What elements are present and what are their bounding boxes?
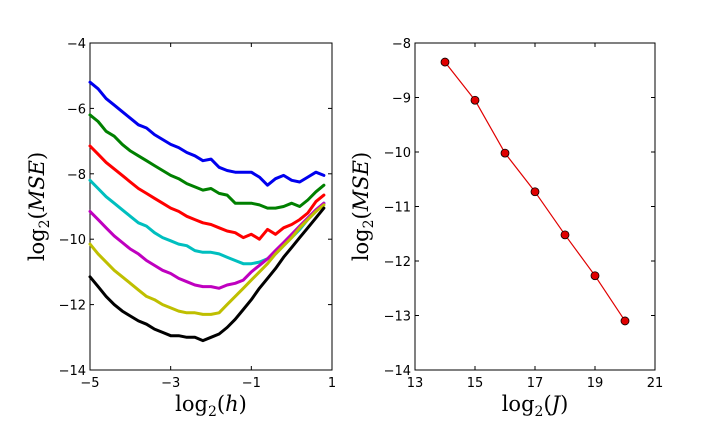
right-chart: 13 15 17 19 21 −14 −13 −12 −11 −10 −9 −8 log2(J) lo… [349, 37, 663, 420]
series-line-magenta [88, 201, 326, 290]
right-y-tick-label: −10 [384, 146, 411, 161]
right-y-tick-label: −11 [384, 201, 411, 216]
right-x-tick-label: 13 [407, 376, 424, 391]
data-point-marker [590, 271, 600, 281]
left-x-tick-label: −1 [242, 376, 261, 391]
left-series-layer [88, 80, 326, 343]
left-plot-frame [89, 42, 333, 371]
right-x-tick-label: 19 [587, 376, 604, 391]
series-line-red [88, 144, 326, 241]
right-y-tick-label: −8 [392, 37, 411, 52]
data-point-marker [560, 230, 570, 240]
data-point-marker [440, 57, 450, 67]
left-y-tick-label: −14 [59, 364, 86, 379]
left-y-tick-label: −10 [59, 233, 86, 248]
left-x-tick-label: −3 [161, 376, 180, 391]
right-y-tick-label: −13 [384, 310, 411, 325]
data-point-marker [470, 95, 480, 105]
series-line-yellow [88, 203, 326, 316]
right-x-tick-label: 17 [527, 376, 544, 391]
left-y-axis-label: log2(MSE) [25, 152, 53, 261]
left-y-tick-label: −12 [59, 299, 86, 314]
left-x-tick-label: −5 [80, 376, 99, 391]
left-y-tick-label: −6 [67, 102, 86, 117]
right-y-tick-label: −9 [392, 92, 411, 107]
right-tick-layer: 13 15 17 19 21 −14 −13 −12 −11 −10 −9 −8 [384, 37, 664, 391]
right-y-tick-label: −14 [384, 364, 411, 379]
left-chart: −5 −3 −1 1 −14 −12 −10 −8 −6 −4 log2(h) log2(MSE) [25, 37, 336, 420]
data-point-marker [620, 316, 630, 326]
right-y-tick-label: −12 [384, 255, 411, 270]
data-point-marker [530, 187, 540, 197]
data-point-marker [500, 148, 510, 158]
right-x-tick-label: 21 [647, 376, 664, 391]
right-series-layer [440, 57, 630, 326]
left-y-tick-label: −4 [67, 37, 86, 52]
series-line-green [88, 113, 326, 210]
left-tick-layer: −5 −3 −1 1 −14 −12 −10 −8 −6 −4 [59, 37, 337, 391]
left-x-tick-label: 1 [328, 376, 336, 391]
left-x-axis-label: log2(h) [175, 392, 247, 420]
series-line-blue [88, 80, 326, 187]
series-line-black [88, 206, 326, 343]
right-x-axis-label: log2(J) [502, 392, 569, 420]
left-y-tick-label: −8 [67, 168, 86, 183]
right-plot-frame [414, 42, 656, 371]
right-y-axis-label: log2(MSE) [349, 152, 377, 261]
right-x-tick-label: 15 [467, 376, 484, 391]
